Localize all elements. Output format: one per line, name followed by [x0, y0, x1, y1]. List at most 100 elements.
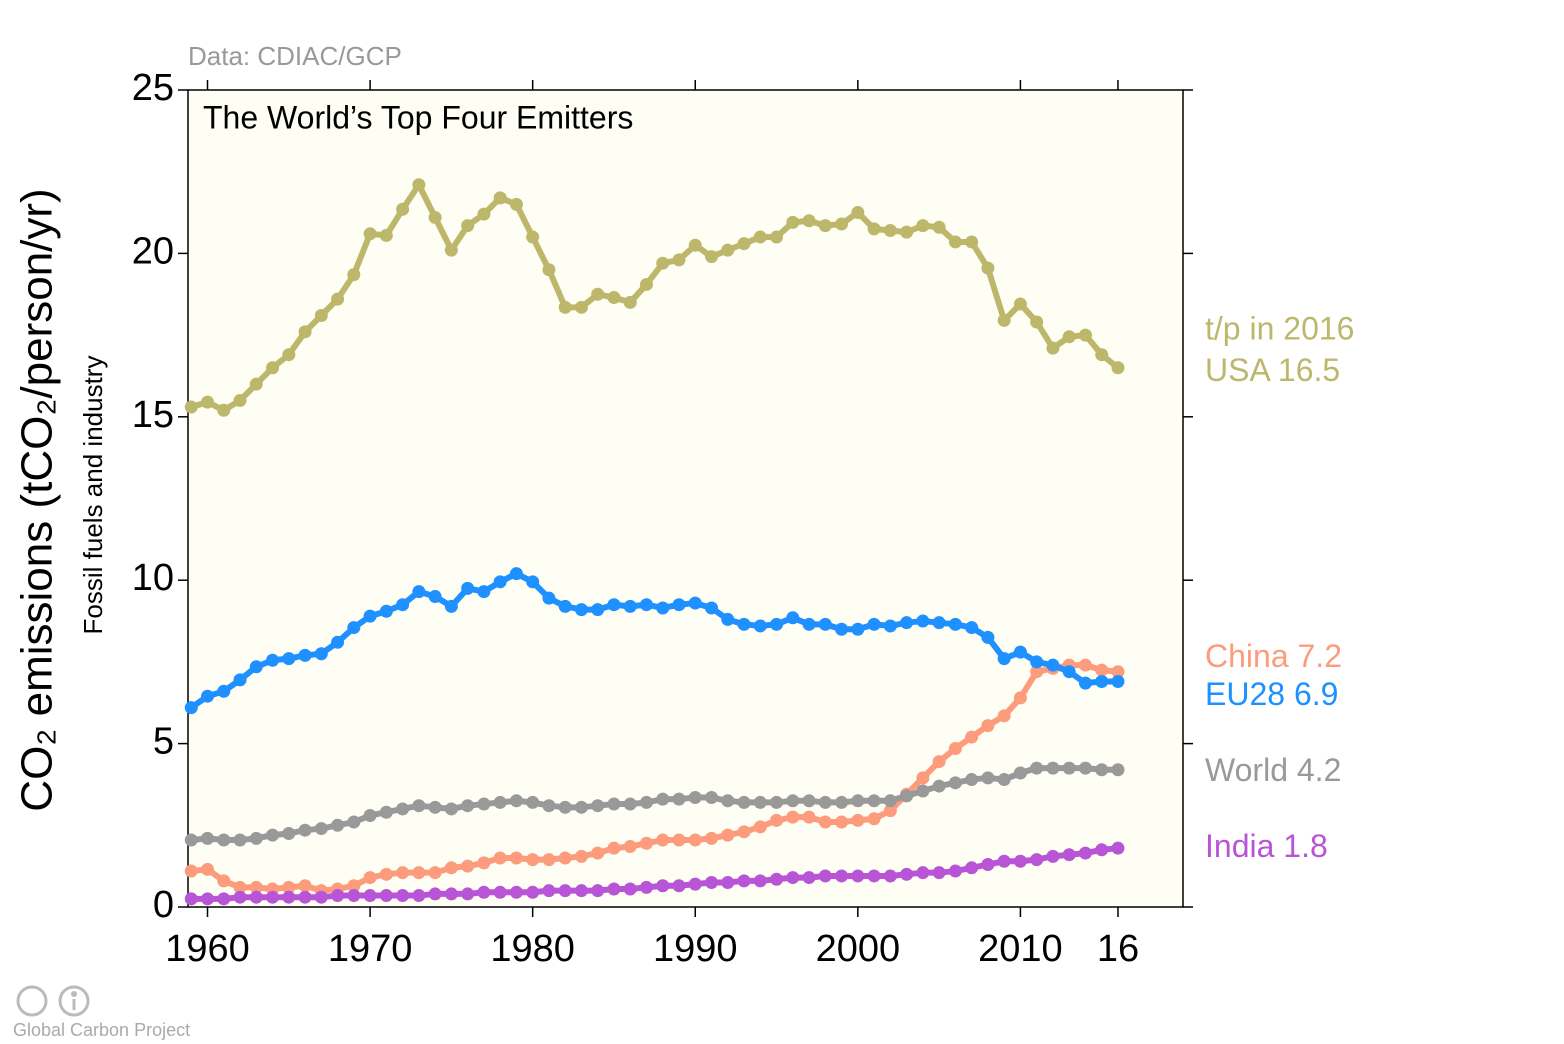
data-point [770, 617, 784, 631]
data-point [883, 224, 897, 238]
series-line [189, 570, 1118, 711]
data-point [753, 230, 767, 244]
data-point [1030, 315, 1044, 329]
end-label-value: 7.2 [1298, 638, 1342, 674]
data-point [217, 892, 231, 906]
data-point [688, 833, 702, 847]
y-tick-label: 5 [153, 721, 174, 763]
data-point [428, 866, 442, 880]
data-point [493, 851, 507, 865]
data-point [737, 795, 751, 809]
data-point [574, 800, 588, 814]
data-point [786, 215, 800, 229]
annotation: t/p in 2016 [1205, 310, 1354, 346]
data-point [493, 795, 507, 809]
data-point [363, 227, 377, 241]
data-point [201, 831, 215, 845]
data-point [184, 701, 198, 715]
data-point [412, 799, 426, 813]
data-point [656, 792, 670, 806]
data-point [705, 791, 719, 805]
cc-icons [16, 985, 90, 1017]
series [184, 841, 1125, 906]
data-point [883, 804, 897, 818]
data-point [412, 178, 426, 192]
data-point [1013, 854, 1027, 868]
data-point [965, 861, 979, 875]
data-point [688, 791, 702, 805]
data-point [558, 599, 572, 613]
data-point [705, 875, 719, 889]
data-point [851, 869, 865, 883]
end-label-name: EU28 [1205, 676, 1285, 712]
data-point [184, 892, 198, 906]
data-point [639, 277, 653, 291]
data-point [965, 730, 979, 744]
data-point [1062, 665, 1076, 679]
data-point [509, 885, 523, 899]
data-point [509, 794, 523, 808]
data-point [753, 619, 767, 633]
data-point [721, 612, 735, 626]
data-point [900, 867, 914, 881]
data-point [233, 393, 247, 407]
data-point [721, 828, 735, 842]
x-tick-label: 1970 [328, 928, 413, 970]
data-point [412, 866, 426, 880]
data-point [217, 403, 231, 417]
data-point [477, 207, 491, 221]
data-point [461, 581, 475, 595]
data-point [526, 853, 540, 867]
data-point [1062, 761, 1076, 775]
data-point [379, 805, 393, 819]
data-point [591, 884, 605, 898]
y-axis-title: CO₂ emissions (tCO₂/person/yr) [13, 188, 62, 811]
y-axis-subtitle: Fossil fuels and industry [78, 356, 108, 635]
data-point [948, 776, 962, 790]
data-point [1013, 297, 1027, 311]
data-point [266, 361, 280, 375]
data-point [574, 884, 588, 898]
data-point [477, 585, 491, 599]
data-point [981, 858, 995, 872]
data-point [965, 621, 979, 635]
data-point [818, 815, 832, 829]
data-point [217, 833, 231, 847]
data-point [835, 815, 849, 829]
data-point [997, 652, 1011, 666]
data-point [688, 877, 702, 891]
data-point [802, 871, 816, 885]
data-point [851, 794, 865, 808]
data-point [1095, 763, 1109, 777]
data-point [916, 614, 930, 628]
data-point [282, 348, 296, 362]
y-tick-label: 0 [153, 884, 174, 926]
data-point [184, 400, 198, 414]
data-point [412, 585, 426, 599]
data-point [770, 872, 784, 886]
data-point [184, 833, 198, 847]
series-line [190, 662, 1119, 894]
data-point [558, 300, 572, 314]
data-point [867, 794, 881, 808]
data-point [591, 846, 605, 860]
data-point [932, 779, 946, 793]
data-point [444, 599, 458, 613]
data-point [770, 795, 784, 809]
data-point [379, 228, 393, 242]
data-point [1046, 658, 1060, 672]
data-point [509, 851, 523, 865]
data-point [786, 871, 800, 885]
end-label-name: World [1205, 752, 1288, 788]
data-point [900, 616, 914, 630]
data-point [509, 197, 523, 211]
data-point [672, 792, 686, 806]
data-point [249, 831, 263, 845]
data-point [802, 617, 816, 631]
data-point [542, 799, 556, 813]
data-point [688, 238, 702, 252]
x-tick-label: 16 [1097, 928, 1139, 970]
data-point [900, 789, 914, 803]
data-point [266, 828, 280, 842]
x-tick-label: 2000 [816, 928, 901, 970]
